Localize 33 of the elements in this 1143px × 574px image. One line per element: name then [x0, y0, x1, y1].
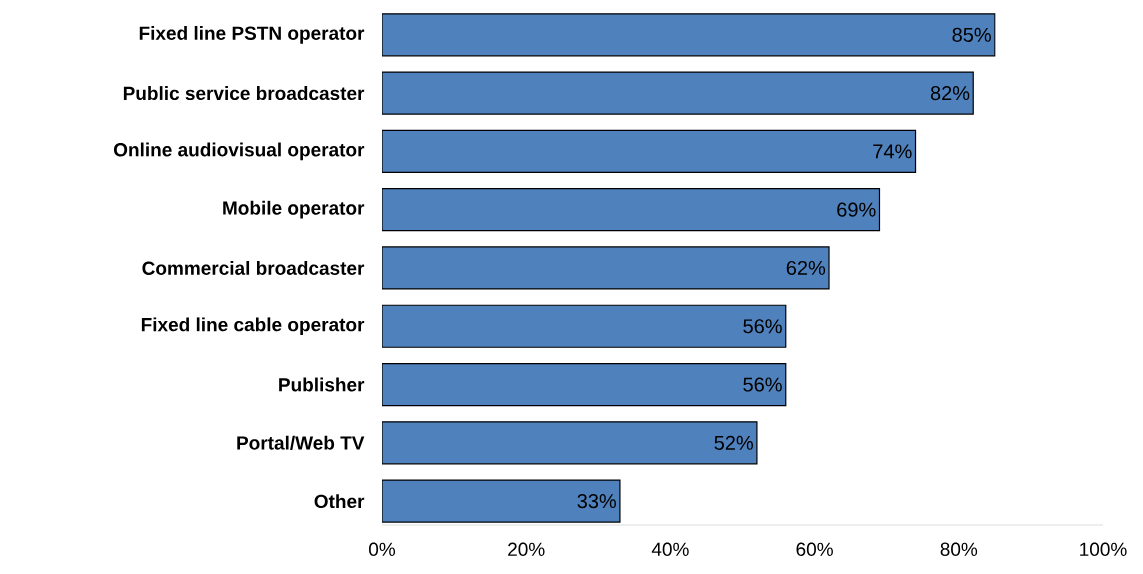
data-label: 56%: [743, 319, 782, 334]
y-tick-label: Commercial broadcaster: [142, 260, 365, 275]
y-tick-label: Fixed line cable operator: [141, 317, 365, 336]
data-label: 69%: [837, 202, 876, 217]
y-tick-label: Public service broadcaster: [123, 86, 365, 101]
y-tick-label: Online audiovisual operator: [113, 142, 365, 161]
data-label: 85%: [952, 27, 991, 42]
x-tick-label: 0%: [369, 542, 396, 556]
data-label: 33%: [577, 494, 617, 509]
bar: [382, 71, 974, 115]
bar: [382, 479, 621, 523]
bar: [382, 246, 830, 290]
data-label: 82%: [930, 86, 970, 101]
bar: [382, 362, 787, 407]
bar: [382, 421, 758, 465]
x-tick-label: 100%: [1080, 542, 1127, 556]
x-tick-label: 80%: [940, 542, 978, 556]
y-tick-label: Publisher: [279, 377, 365, 392]
data-label: 62%: [786, 260, 826, 276]
data-label: 74%: [873, 144, 912, 159]
bar: [382, 129, 917, 173]
x-tick-label: 40%: [651, 542, 689, 556]
bar: [382, 188, 881, 232]
bar: [382, 304, 787, 348]
data-label: 56%: [743, 377, 782, 392]
y-tick-label: Fixed line PSTN operator: [139, 25, 365, 44]
y-tick-label: Other: [314, 494, 365, 509]
x-tick-label: 20%: [508, 542, 545, 556]
x-tick-label: 60%: [796, 542, 833, 556]
bar: [382, 13, 996, 57]
data-label: 52%: [714, 435, 753, 450]
y-tick-label: Mobile operator: [223, 200, 365, 219]
y-tick-label: Portal/Web TV: [237, 435, 365, 450]
